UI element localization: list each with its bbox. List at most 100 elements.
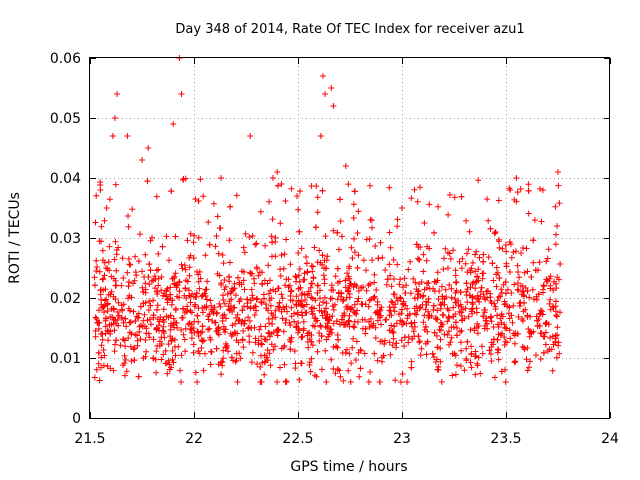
data-point	[275, 303, 282, 310]
data-point	[162, 347, 169, 354]
data-point	[171, 336, 178, 343]
data-point	[335, 336, 342, 343]
data-point	[296, 376, 303, 383]
data-point	[399, 205, 405, 211]
data-point	[372, 334, 379, 341]
data-point	[101, 217, 108, 224]
data-point	[420, 268, 427, 275]
data-point	[234, 379, 241, 385]
data-point	[169, 356, 176, 363]
data-point	[555, 169, 561, 175]
data-point	[457, 289, 464, 296]
data-point	[122, 356, 129, 363]
data-point	[133, 272, 140, 279]
data-point	[339, 233, 345, 240]
data-point	[168, 320, 174, 327]
data-point	[411, 319, 418, 326]
data-point	[488, 339, 495, 346]
data-point	[401, 275, 408, 282]
data-point	[240, 344, 247, 351]
data-point	[409, 323, 416, 330]
data-point	[433, 316, 440, 323]
data-point	[556, 200, 563, 207]
data-point	[180, 305, 187, 312]
data-point	[153, 348, 160, 355]
data-point	[472, 285, 479, 292]
data-point	[210, 200, 217, 207]
data-point	[311, 323, 318, 330]
data-point	[346, 282, 353, 289]
data-point	[403, 320, 410, 327]
data-point	[351, 301, 358, 308]
data-point	[496, 244, 503, 251]
data-point	[140, 317, 147, 324]
data-point	[527, 358, 533, 365]
data-point	[351, 310, 358, 316]
data-point	[112, 341, 118, 348]
data-point	[246, 234, 253, 240]
data-point	[127, 261, 134, 268]
data-point	[172, 233, 179, 240]
data-point	[554, 332, 561, 338]
data-point	[104, 308, 111, 314]
data-point	[336, 196, 343, 203]
data-point	[269, 321, 276, 327]
data-point	[404, 379, 411, 385]
data-point	[520, 245, 526, 251]
data-point	[187, 299, 194, 306]
data-point	[214, 213, 221, 220]
data-point	[98, 301, 105, 308]
data-point	[195, 271, 202, 278]
data-point	[328, 356, 335, 363]
data-point	[401, 343, 408, 349]
data-point	[429, 350, 436, 357]
data-point	[267, 362, 274, 369]
chart-title: Day 348 of 2014, Rate Of TEC Index for r…	[175, 22, 524, 37]
data-point	[469, 299, 476, 306]
data-point	[183, 308, 190, 315]
data-point	[521, 299, 527, 306]
data-point	[506, 269, 513, 275]
data-point	[272, 343, 278, 350]
data-point	[480, 270, 487, 277]
data-point	[475, 177, 482, 184]
data-point	[321, 294, 328, 301]
data-point	[257, 364, 264, 370]
data-point	[434, 277, 441, 284]
data-point	[380, 352, 387, 359]
data-point	[248, 286, 255, 293]
data-point	[98, 342, 105, 349]
data-point	[227, 259, 233, 266]
data-point	[342, 163, 349, 169]
data-point	[249, 233, 256, 239]
data-point	[274, 332, 281, 339]
data-point	[255, 272, 262, 279]
data-point	[179, 314, 186, 321]
data-point	[510, 249, 517, 256]
data-point	[496, 275, 503, 282]
data-point	[371, 293, 378, 300]
data-point	[547, 296, 554, 303]
data-point	[132, 318, 139, 324]
data-point	[133, 313, 140, 320]
data-point	[330, 320, 337, 327]
data-point	[501, 298, 508, 305]
data-point	[552, 280, 559, 287]
data-point	[269, 216, 276, 223]
data-point	[505, 310, 512, 317]
data-point	[495, 356, 502, 363]
data-point	[405, 266, 412, 273]
data-point	[330, 103, 337, 109]
data-point	[311, 244, 318, 251]
data-point	[504, 286, 511, 293]
data-point	[491, 374, 498, 381]
data-point	[275, 182, 281, 189]
data-point	[255, 337, 262, 344]
data-point	[408, 364, 415, 371]
data-point	[111, 348, 118, 355]
data-point	[241, 249, 248, 256]
data-point	[300, 318, 307, 325]
data-point	[379, 338, 385, 345]
data-point	[304, 268, 311, 275]
data-point	[541, 333, 548, 340]
